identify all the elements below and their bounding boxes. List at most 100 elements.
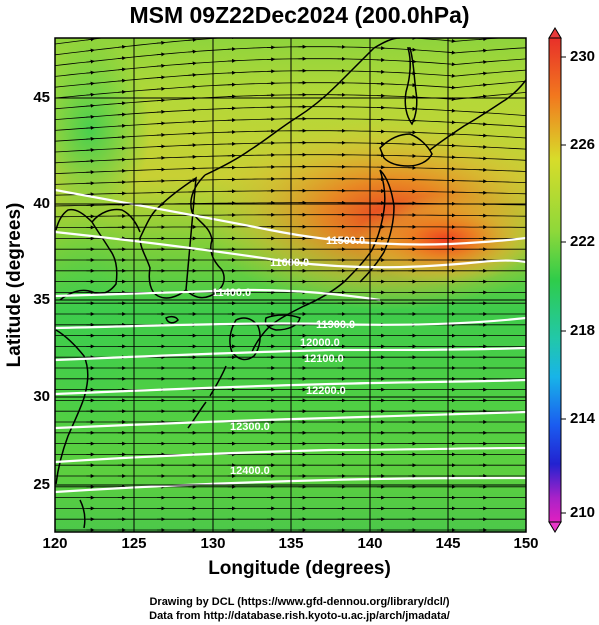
y-axis-label: Latitude (degrees) [4,202,25,368]
china-coastline [55,208,141,485]
x-tick-label: 120 [42,535,68,552]
contour-12200 [55,410,526,430]
wind-arrow [188,61,197,66]
wind-arrow [86,148,95,153]
height-contours [55,188,526,494]
wind-arrow [447,85,456,90]
plot-frame [54,37,527,533]
colorbar-tick-label: 222 [570,233,596,250]
wind-arrow [117,67,127,72]
contour-11500 [55,188,526,246]
wind-arrow [86,125,95,130]
wind-arrow [447,50,456,55]
contour-12300 [55,446,526,464]
colorbar-tick-label: 230 [570,48,596,65]
x-tick-label: 145 [435,535,461,552]
wind-arrow [86,136,95,141]
contour-11900 [55,316,526,330]
wind-arrow [188,84,197,89]
credit-line-data: Data from http://database.rish.kyoto-u.a… [149,610,450,622]
wind-arrow [86,48,95,53]
wind-arrow [86,38,95,42]
wind-arrow [447,38,456,43]
wind-arrow [157,75,166,80]
wind-arrow [118,35,126,36]
contour-label: 11900.0 [316,319,355,331]
contour-label: 12400.0 [230,465,270,477]
colorbar-tick-label: 210 [570,504,596,521]
taiwan-coastline [79,499,86,529]
x-axis-label: Longitude (degrees) [208,558,391,579]
contour-12400 [55,476,526,494]
wind-arrow [157,86,166,91]
wind-arrow [188,38,197,42]
wind-arrow [157,121,166,126]
wind-arrow [157,52,166,57]
wind-arrow [157,40,166,45]
y-tick-label: 30 [33,388,50,405]
wind-arrow [479,28,487,29]
y-tick-label: 35 [33,291,50,308]
contour-labels: 11500.0 11600.0 11400.0 11900.0 12000.0 … [212,235,365,477]
colorbar-bottom-arrow [548,521,562,533]
wind-arrow [86,59,95,64]
shikoku-coastline [264,314,301,331]
kyushu-coastline [229,317,261,361]
wind-arrow [157,98,166,103]
wind-arrow [228,25,236,26]
contour-label: 12200.0 [306,385,346,397]
contour-11400 [55,288,381,302]
sakhalin-coastline [404,47,418,126]
wind-arrow [478,122,488,127]
hokkaido-coastline [379,133,433,167]
wind-arrow [188,73,197,78]
wind-arrow [408,26,416,27]
colorbar-top-arrow [548,27,562,39]
credit-line-drawing: Drawing by DCL (https://www.gfd-dennou.o… [149,596,450,608]
x-tick-label: 150 [513,535,539,552]
contour-12000 [55,346,526,362]
contour-12100 [55,378,526,396]
x-tick-label: 125 [121,535,147,552]
wind-arrow [478,94,488,99]
wind-arrow [448,29,456,30]
contour-label: 11500.0 [326,235,365,247]
colorbar-gradient [548,37,562,523]
wind-arrow [117,123,127,128]
wind-arrow [188,28,196,29]
y-tick-label: 25 [33,476,50,493]
chart-title: MSM 09Z22Dec2024 (200.0hPa) [129,2,470,28]
contour-11600 [55,230,526,269]
jeju-coastline [165,315,179,324]
x-tick-label: 130 [200,535,226,552]
wind-arrow [117,90,127,95]
y-tick-label: 40 [33,195,50,212]
wind-arrow [86,92,95,97]
wind-arrow [86,81,95,86]
wind-arrow [117,101,127,106]
contour-label: 12000.0 [300,337,340,349]
x-tick-label: 135 [278,535,304,552]
colorbar [548,27,566,533]
wind-arrow [117,78,127,83]
wind-arrow [478,60,488,65]
wind-arrow [117,56,127,61]
wind-arrow [86,70,95,75]
wind-arrow [478,48,488,53]
wind-arrow [117,112,127,117]
colorbar-tick-label: 226 [570,136,596,153]
ryukyu-coastline [187,365,227,429]
asia-north-coastline [204,38,401,176]
contour-label: 11400.0 [212,287,251,299]
colorbar-tick-label: 218 [570,322,596,339]
kuril-coastline [429,79,526,151]
wind-arrow [86,103,95,108]
wind-arrow [478,71,488,76]
wind-arrow [478,38,488,42]
y-tick-label: 45 [33,89,50,106]
wind-arrow [157,109,166,114]
wind-arrow [447,97,456,102]
wind-arrow [447,73,456,78]
contour-label: 12300.0 [230,421,270,433]
